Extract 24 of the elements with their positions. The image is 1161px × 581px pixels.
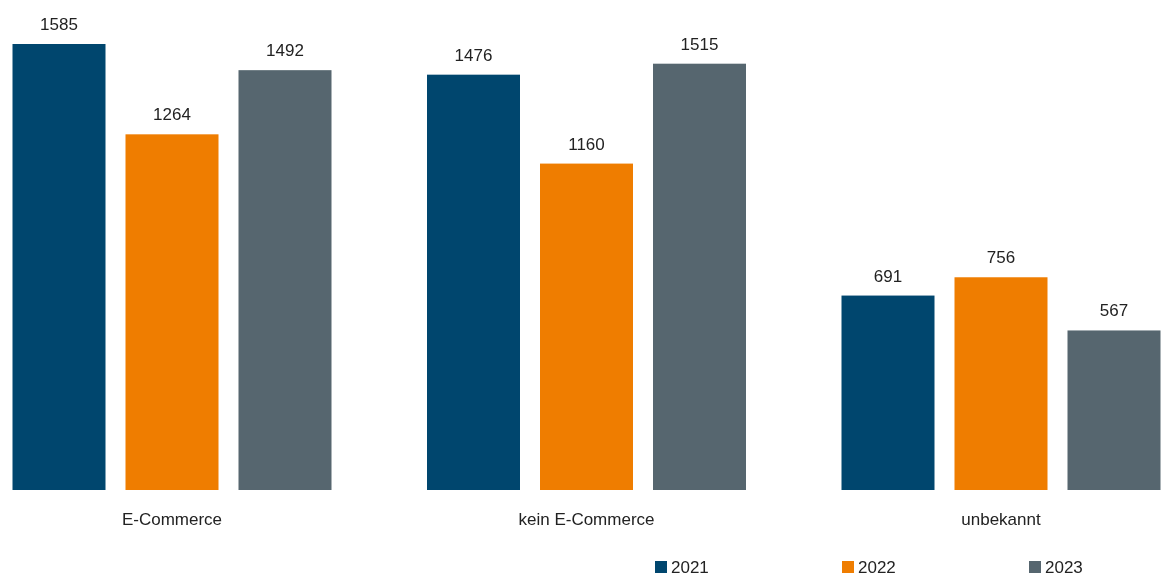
legend-label: 2021 <box>671 558 709 577</box>
bar <box>238 70 332 490</box>
data-label: 1515 <box>680 34 719 54</box>
legend-label: 2022 <box>858 558 896 577</box>
bar <box>653 63 746 490</box>
data-label: 1264 <box>153 105 191 125</box>
bar <box>1067 330 1161 490</box>
bar <box>540 163 633 490</box>
data-label: 691 <box>873 266 903 286</box>
data-label: 1585 <box>40 15 78 34</box>
x-tick-label: E-Commerce <box>121 510 223 529</box>
bar <box>427 74 520 490</box>
data-label: 1160 <box>568 134 605 154</box>
bar <box>954 277 1048 490</box>
data-label: 1492 <box>266 41 304 61</box>
bar <box>841 295 935 490</box>
data-label: 567 <box>1099 301 1129 321</box>
x-tick-label: kein E-Commerce <box>518 510 655 529</box>
bar <box>125 134 219 490</box>
legend-label: 2023 <box>1045 558 1083 577</box>
data-label: 1476 <box>454 45 493 65</box>
data-label: 756 <box>986 248 1016 268</box>
bar <box>12 44 106 490</box>
x-tick-label: unbekannt <box>961 510 1041 529</box>
